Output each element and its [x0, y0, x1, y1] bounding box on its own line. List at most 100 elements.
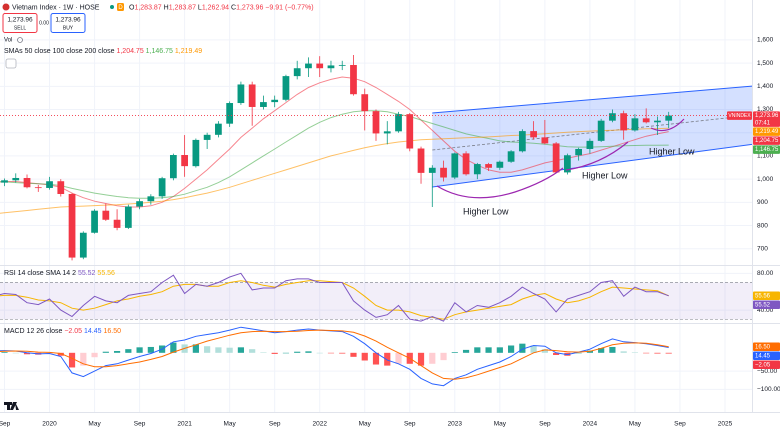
candle-body — [113, 219, 121, 228]
histogram-bar — [643, 352, 650, 354]
candle-body — [124, 206, 132, 228]
y-tick-label: −50.00 — [757, 368, 777, 375]
histogram-bar — [23, 352, 31, 355]
histogram-bar — [519, 343, 526, 353]
candle-body — [575, 148, 583, 156]
histogram-bar — [631, 352, 639, 353]
candle-body — [12, 177, 20, 181]
y-tick-label: 40.00 — [757, 307, 774, 314]
candle-body — [642, 118, 650, 123]
histogram-bar — [249, 349, 256, 353]
histogram-bar — [1, 352, 8, 353]
buy-price: 1,273.96 — [55, 17, 81, 24]
candle-body — [609, 113, 616, 121]
y-tick-label: 80.00 — [757, 270, 774, 277]
countdown: 07:41 — [755, 120, 771, 126]
candle-body — [338, 64, 346, 66]
candle-body — [372, 111, 380, 134]
histogram-bar — [496, 347, 503, 353]
x-tick-label: Sep — [404, 421, 416, 428]
legend-value: 1,146.75 — [146, 48, 173, 55]
candle-body — [564, 155, 571, 173]
symbol-header: Vietnam Index · 1W · HOSE — [12, 4, 100, 11]
histogram-bar — [113, 350, 121, 353]
candle-body — [462, 153, 470, 175]
rsi-legend: RSI 14 close SMA 14 2 55.52 55.56 — [4, 270, 115, 277]
candle-body — [1, 180, 8, 183]
candle-body — [361, 94, 369, 112]
candle-body — [620, 113, 628, 131]
volume-toggle[interactable]: Vol — [4, 38, 12, 44]
macd-legend: MACD 12 26 close −2.05 14.45 16.50 — [4, 328, 121, 335]
candle-body — [631, 118, 639, 131]
symbol-title: Vietnam Index · 1W · HOSE — [12, 4, 100, 11]
annotation: Higher Low — [582, 170, 628, 180]
candle-body — [518, 131, 526, 152]
histogram-bar — [361, 352, 368, 361]
ohlc-value: 1,273.96 — [236, 4, 263, 11]
axis-tag — [753, 351, 780, 361]
symbol-logo — [2, 3, 10, 11]
candle-body — [68, 193, 76, 258]
candle-body — [597, 120, 605, 141]
ohlc-key: C — [231, 4, 236, 11]
legend-value: 1,219.49 — [175, 48, 202, 55]
x-tick-label: Sep — [674, 421, 686, 428]
buy-button[interactable] — [50, 13, 86, 33]
candle-body — [192, 139, 200, 167]
candle-body — [530, 131, 537, 138]
grid-layer — [0, 0, 752, 412]
histogram-bar — [327, 352, 335, 354]
annotation-curve — [436, 167, 564, 199]
histogram-bar — [372, 352, 380, 365]
histogram-bar — [57, 352, 64, 356]
channel-fill — [432, 86, 752, 188]
x-tick-label: 2020 — [42, 421, 57, 428]
channel-midline — [432, 114, 753, 151]
candle-body — [226, 103, 234, 124]
price-change: −9.91 (−0.77%) — [265, 4, 313, 11]
annotation: Higher Low — [649, 146, 695, 156]
histogram-bar — [271, 352, 278, 354]
indicator-title: MACD 12 26 close — [4, 328, 62, 335]
logo-part — [10, 402, 19, 410]
ohlc-key: L — [198, 4, 202, 11]
candle-body — [57, 181, 65, 194]
axis-tag-label: 14.45 — [755, 353, 771, 359]
x-tick-label: May — [224, 421, 237, 428]
histogram-bar — [598, 348, 605, 353]
legend-value: 16.50 — [103, 328, 121, 335]
candle-body — [654, 120, 661, 123]
candle-body — [316, 63, 324, 69]
histogram-bar — [553, 352, 560, 356]
candle-body — [46, 181, 53, 188]
indicator-line — [0, 272, 669, 322]
y-tick-label: 1,600 — [757, 37, 774, 44]
legend-value: 55.56 — [97, 270, 115, 277]
histogram-bar — [237, 347, 245, 353]
y-tick-label: −100.00 — [757, 386, 780, 393]
x-tick-label: May — [88, 421, 101, 428]
candle-body — [586, 140, 594, 149]
candle-body — [237, 84, 245, 104]
x-tick-label: Sep — [269, 421, 281, 428]
sell-button[interactable] — [2, 13, 38, 33]
axis-tag-label: 55.52 — [755, 302, 771, 308]
legend-value: 55.52 — [78, 270, 96, 277]
histogram-bar — [350, 352, 357, 357]
collapse-button[interactable] — [5, 58, 17, 69]
x-tick-label: 2025 — [718, 421, 733, 428]
histogram-bar — [575, 352, 582, 354]
eye-icon[interactable] — [17, 37, 23, 43]
candle-body — [282, 76, 290, 100]
histogram-bar — [654, 352, 661, 354]
histogram-bar — [125, 349, 132, 353]
ohlc-legend: O1,283.87 H1,283.87 L1,262.94 C1,273.96 … — [129, 4, 314, 11]
histogram-bar — [665, 352, 672, 354]
candle-body — [158, 178, 166, 197]
x-tick-label: May — [629, 421, 642, 428]
axis-tag — [753, 291, 780, 301]
channel-line — [432, 143, 752, 188]
indicator-legend: SMAs 50 close 100 close 200 close 1,204.… — [4, 48, 202, 55]
candle-body — [305, 63, 312, 69]
